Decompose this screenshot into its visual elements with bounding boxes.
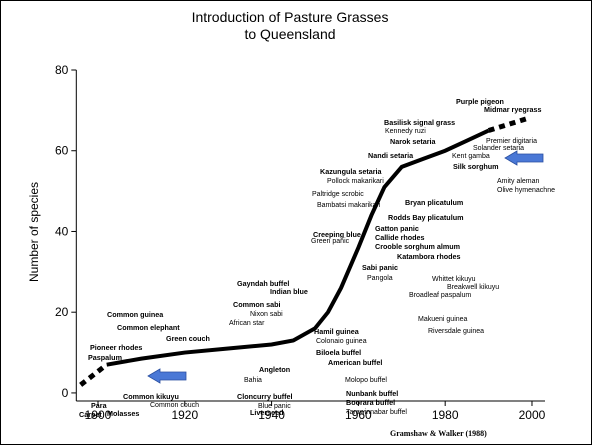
chart-title: to Queensland — [244, 26, 335, 42]
species-label: Paspalum — [88, 353, 122, 362]
species-label: Makueni guinea — [418, 316, 468, 323]
species-label: Molopo buffel — [345, 377, 387, 384]
species-label: Green panic — [311, 238, 350, 245]
species-label: Pollock makarikari — [327, 178, 384, 185]
species-label: Carpet — [79, 410, 102, 419]
species-label: Indian blue — [270, 287, 308, 296]
species-label: Common sabi — [233, 300, 281, 309]
species-label: Solander setaria — [473, 145, 524, 152]
species-label: Pangola — [367, 275, 393, 282]
arrows — [147, 150, 544, 384]
curve — [487, 116, 529, 133]
species-label: Molasses — [107, 409, 139, 418]
species-label: Biloela buffel — [316, 348, 361, 357]
arrow — [147, 368, 187, 384]
species-label: Kent gamba — [452, 153, 490, 160]
y-tick-label: 40 — [55, 224, 69, 238]
species-label: Bambatsi makarikari — [317, 202, 381, 209]
species-label: Liverseed — [250, 408, 284, 417]
x-tick-label: 1960 — [345, 408, 372, 422]
species-label: Rodds Bay plicatulum — [388, 213, 463, 222]
x-tick-label: 1920 — [171, 408, 198, 422]
species-label: Purple pigeon — [456, 97, 504, 106]
species-label: Silk sorghum — [453, 162, 499, 171]
species-label: Broadleaf paspalum — [409, 292, 471, 299]
species-label: Midmar ryegrass — [484, 105, 542, 114]
y-tick-label: 80 — [55, 63, 69, 77]
species-label: Paltridge scrobic — [312, 191, 364, 198]
species-label: Riversdale guinea — [428, 328, 484, 335]
source: Gramshaw & Walker (1988) — [390, 429, 487, 438]
species-label: Kennedy ruzi — [385, 128, 426, 135]
species-label: Nunbank buffel — [346, 389, 398, 398]
x-tick-label: 1900 — [85, 408, 112, 422]
species-label: Hamil guinea — [314, 327, 360, 336]
species-label: Sabi panic — [362, 263, 398, 272]
species-label: Colonaio guinea — [316, 338, 367, 345]
y-tick-label: 60 — [55, 144, 69, 158]
arrow — [504, 150, 544, 166]
species-label: Boorara buffel — [346, 398, 395, 407]
y-tick-label: 20 — [55, 305, 69, 319]
species-label: Gatton panic — [375, 224, 419, 233]
curve — [79, 362, 109, 387]
species-label: Premier digitaria — [486, 138, 537, 145]
species-label: Gayndah buffel — [237, 279, 289, 288]
species-label: Amity aleman — [497, 178, 540, 185]
species-label: Katambora rhodes — [397, 252, 461, 261]
plot: 0 20 40 60 80 1900 1920 1940 1960 1980 2000 — [55, 63, 546, 422]
species-label: Tarawinnabar buffel — [346, 409, 407, 416]
species-label: Bahia — [244, 377, 262, 384]
species-label: American buffel — [328, 358, 382, 367]
species-label: Bryan plicatulum — [405, 198, 463, 207]
species-label: Cloncurry buffel — [237, 392, 293, 401]
species-label: Common elephant — [117, 323, 180, 332]
species-label: Common guinea — [107, 310, 164, 319]
species-label: African star — [229, 320, 265, 327]
species-label: Nandi setaria — [368, 151, 414, 160]
species-label: Callide rhodes — [375, 233, 425, 242]
species-label: Common couch — [150, 402, 199, 409]
species-label: Basilisk signal grass — [384, 118, 455, 127]
species-label: Whittet kikuyu — [432, 276, 476, 283]
species-label: Common kikuyu — [123, 392, 179, 401]
species-label: Narok setaria — [390, 137, 437, 146]
x-tick-label: 1980 — [432, 408, 459, 422]
species-label: Pioneer rhodes — [90, 343, 142, 352]
species-label: Olive hymenachne — [497, 187, 555, 194]
chart-title: Introduction of Pasture Grasses — [192, 9, 389, 25]
y-tick-label: 0 — [62, 386, 69, 400]
y-axis-label: Number of species — [27, 182, 41, 282]
x-tick-label: 2000 — [519, 408, 546, 422]
species-label: Angleton — [259, 365, 290, 374]
species-label: Crooble sorghum almum — [375, 242, 460, 251]
species-label: Creeping blue — [313, 230, 361, 239]
species-label: Kazungula setaria — [320, 167, 383, 176]
species-label: Blue panic — [258, 403, 291, 410]
species-label: Breakwell kikuyu — [447, 284, 499, 291]
species-label: Nixon sabi — [250, 311, 283, 318]
species-label: Para — [91, 401, 108, 410]
curve — [106, 128, 490, 367]
species-label: Green couch — [166, 334, 210, 343]
x-tick-label: 1940 — [258, 408, 285, 422]
